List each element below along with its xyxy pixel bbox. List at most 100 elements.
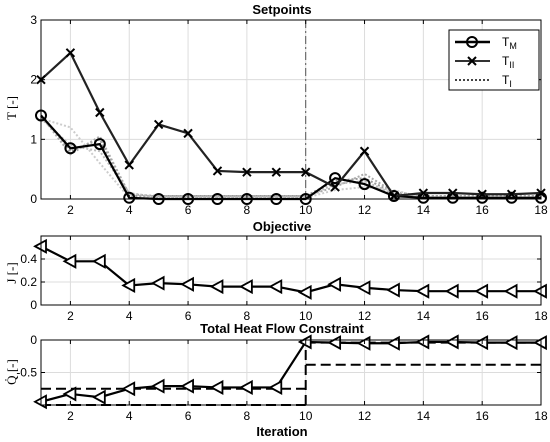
x-tick-label: 6 — [185, 309, 192, 323]
j-point — [386, 282, 400, 298]
y-tick-label: 1 — [30, 132, 37, 146]
heat-flow-title: Total Heat Flow Constraint — [200, 321, 364, 336]
x-tick-label: 4 — [126, 409, 133, 423]
plot-frame — [40, 235, 542, 306]
t-m-point — [358, 178, 371, 191]
x-tick-label: 4 — [126, 309, 133, 323]
t-ii-point — [65, 48, 76, 58]
q-point — [327, 335, 342, 351]
legend-marker-tm — [466, 36, 478, 48]
x-tick-label: 10 — [299, 203, 313, 217]
x-tick-label: 14 — [417, 309, 431, 323]
y-tick-label: 0 — [30, 333, 37, 347]
t-m-point — [123, 191, 136, 204]
x-tick-label: 16 — [475, 409, 489, 423]
y-tick-label: 3 — [30, 13, 37, 27]
x-tick-label: 12 — [358, 309, 372, 323]
j-point — [121, 277, 136, 293]
q-point — [503, 335, 518, 351]
t-ii-point — [477, 189, 487, 199]
j-point — [180, 276, 194, 292]
setpoints-ylabel: T [-] — [4, 96, 19, 120]
setpoints-title: Setpoints — [252, 2, 311, 17]
q-point — [180, 378, 194, 394]
j-point — [91, 253, 106, 269]
t-i-series-line — [40, 114, 541, 198]
y-tick-label: 2 — [30, 73, 37, 87]
t-ii-point — [271, 167, 282, 177]
x-tick-label: 6 — [185, 409, 192, 423]
t-ii-point — [212, 166, 223, 176]
t-ii-point — [95, 107, 105, 118]
j-point — [444, 283, 459, 299]
q-point — [268, 379, 283, 395]
j-point — [62, 253, 77, 269]
x-tick-label: 8 — [244, 409, 251, 423]
x-tick-label: 18 — [534, 409, 548, 423]
legend: TM TII TI — [448, 29, 540, 91]
y-tick-label: 0 — [30, 298, 37, 312]
t-i-series-line — [40, 117, 541, 199]
x-tick-label: 2 — [67, 309, 74, 323]
j-point — [356, 280, 371, 296]
t-ii-point — [183, 128, 193, 139]
x-tick-label: 16 — [475, 309, 489, 323]
q-point — [121, 381, 136, 397]
t-ii-point — [300, 167, 311, 177]
heat-flow-ylabel: Q̇ [-] — [4, 359, 19, 385]
t-m-point — [476, 191, 489, 204]
x-tick-label: 8 — [244, 309, 251, 323]
objective-title: Objective — [253, 219, 312, 234]
x-tick-label: 10 — [299, 309, 313, 323]
t-m-point — [93, 138, 106, 151]
x-tick-label: 4 — [126, 203, 133, 217]
x-tick-label: 14 — [417, 203, 431, 217]
t-ii-point — [418, 188, 429, 198]
j-series-line — [40, 245, 541, 294]
x-tick-label: 14 — [417, 409, 431, 423]
legend-label-ti: TI — [502, 73, 512, 89]
x-tick-label: 12 — [358, 203, 372, 217]
plot-frame — [40, 19, 542, 200]
j-point — [415, 283, 430, 299]
q-point — [209, 379, 224, 395]
objective-ylabel: J [-] — [4, 262, 19, 283]
q-point — [91, 389, 106, 405]
t-i-series-line — [40, 117, 541, 199]
x-tick-label: 2 — [67, 203, 74, 217]
x-tick-label: 8 — [244, 203, 251, 217]
t-ii-point — [242, 167, 252, 177]
j-point — [327, 276, 342, 292]
x-tick-label: 16 — [475, 203, 489, 217]
heat-flow-panel: Total Heat Flow Constraint Q̇ [-] Iterat… — [4, 321, 548, 439]
t-ii-point — [359, 146, 370, 156]
q-point — [444, 334, 459, 350]
x-tick-label: 6 — [185, 203, 192, 217]
x-tick-label: 18 — [534, 309, 548, 323]
t-ii-point — [506, 189, 517, 199]
t-i-series-line — [40, 114, 541, 198]
q-series-line — [40, 340, 541, 403]
t-ii-point — [448, 188, 458, 198]
t-ii-series-line — [40, 51, 542, 198]
t-m-point — [505, 191, 518, 204]
j-point — [268, 279, 283, 295]
y-tick-label: 0.2 — [20, 275, 37, 289]
x-tick-label: 12 — [358, 409, 372, 423]
objective-panel: Objective J [-] 2 4 6 8 10 12 14 16 18 0 0.2 0.4 — [4, 219, 548, 323]
q-point — [239, 379, 253, 395]
x-tick-label: 18 — [534, 203, 548, 217]
y-tick-label: -0.5 — [16, 366, 37, 380]
q-point — [150, 378, 165, 394]
j-point — [503, 283, 518, 299]
x-tick-label: 2 — [67, 409, 74, 423]
x-tick-label: 10 — [299, 409, 313, 423]
q-point — [62, 386, 77, 402]
t-m-point — [329, 172, 342, 185]
legend-label-tm: TM — [502, 35, 517, 51]
t-ii-point — [153, 119, 164, 130]
t-ii-point — [330, 182, 340, 192]
j-point — [150, 275, 165, 291]
